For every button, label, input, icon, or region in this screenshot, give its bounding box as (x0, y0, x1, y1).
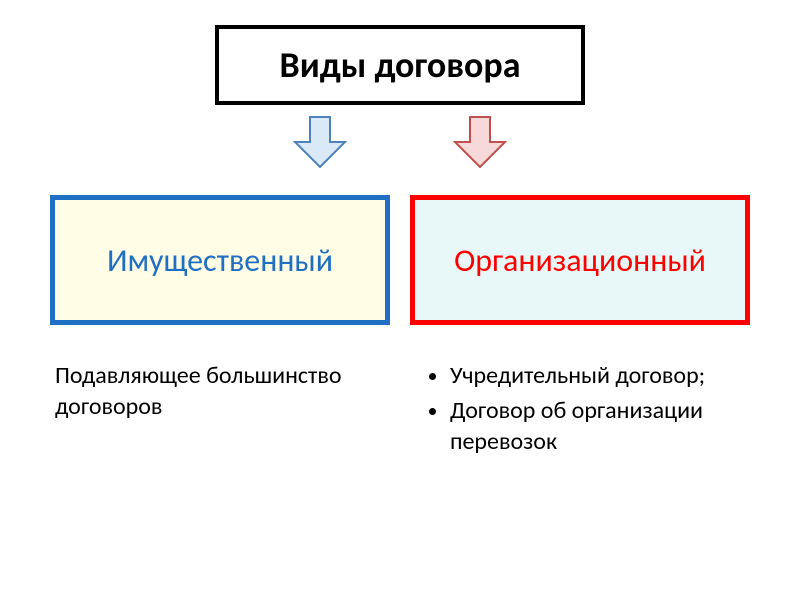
arrow-left-icon (290, 112, 350, 172)
arrow-right-icon (450, 112, 510, 172)
category-text-right: Организационный (454, 241, 706, 280)
description-right-list: Учредительный договор; Договор об органи… (420, 360, 760, 458)
category-box-right: Организационный (410, 195, 750, 325)
description-right: Учредительный договор; Договор об органи… (420, 360, 760, 462)
category-box-left: Имущественный (50, 195, 390, 325)
list-item: Учредительный договор; (450, 360, 760, 391)
title-text: Виды договора (280, 43, 521, 87)
arrow-right-path (455, 117, 505, 167)
title-box: Виды договора (215, 25, 585, 105)
arrow-left-path (295, 117, 345, 167)
category-text-left: Имущественный (107, 241, 333, 280)
list-item: Договор об организации перевозок (450, 395, 760, 457)
description-left: Подавляющее большинство договоров (55, 360, 375, 422)
